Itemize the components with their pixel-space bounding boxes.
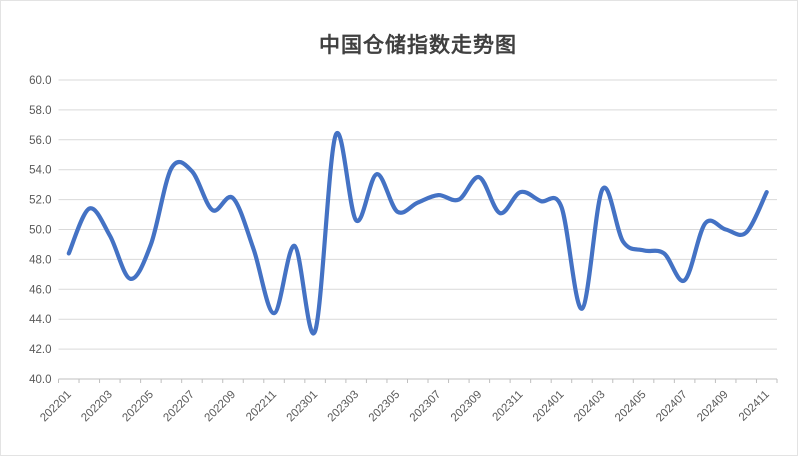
- x-axis-tick-label: 202209: [202, 389, 238, 425]
- y-axis-tick-label: 46.0: [29, 284, 51, 296]
- y-axis-tick-label: 56.0: [29, 135, 51, 147]
- x-axis-tick-label: 202303: [326, 389, 362, 425]
- y-axis-tick-label: 60.0: [29, 75, 51, 87]
- chart-title: 中国仓储指数走势图: [319, 32, 517, 57]
- x-axis-tick-label: 202205: [120, 389, 156, 425]
- y-axis-tick-label: 52.0: [29, 195, 51, 207]
- x-axis-tick-label: 202403: [572, 389, 608, 425]
- x-axis-tick-label: 202405: [613, 389, 649, 425]
- x-axis-tick-label: 202409: [695, 389, 731, 425]
- x-axis-tick-label: 202201: [38, 389, 74, 425]
- x-axis-tick-label: 202401: [531, 389, 567, 425]
- y-axis-tick-label: 44.0: [29, 314, 51, 326]
- x-axis-tick-label: 202207: [161, 389, 197, 425]
- x-axis-tick-label: 202407: [654, 389, 690, 425]
- x-axis-tick-label: 202211: [244, 389, 279, 424]
- x-axis-tick-label: 202311: [490, 389, 525, 424]
- x-axis-tick-label: 202203: [79, 389, 115, 425]
- x-axis-tick-label: 202411: [737, 389, 772, 424]
- x-axis-tick-label: 202307: [408, 389, 444, 425]
- x-axis-tick-label: 202309: [449, 389, 485, 425]
- y-axis-tick-label: 48.0: [29, 254, 51, 266]
- y-axis-tick-label: 58.0: [29, 105, 51, 117]
- index-data-line: [66, 130, 769, 336]
- y-axis-tick-label: 50.0: [29, 225, 51, 237]
- y-axis-tick-label: 40.0: [29, 374, 51, 386]
- x-axis-tick-label: 202301: [285, 389, 321, 425]
- y-axis-tick-label: 54.0: [29, 165, 51, 177]
- x-axis-tick-label: 202305: [367, 389, 403, 425]
- y-axis-tick-label: 42.0: [29, 344, 51, 356]
